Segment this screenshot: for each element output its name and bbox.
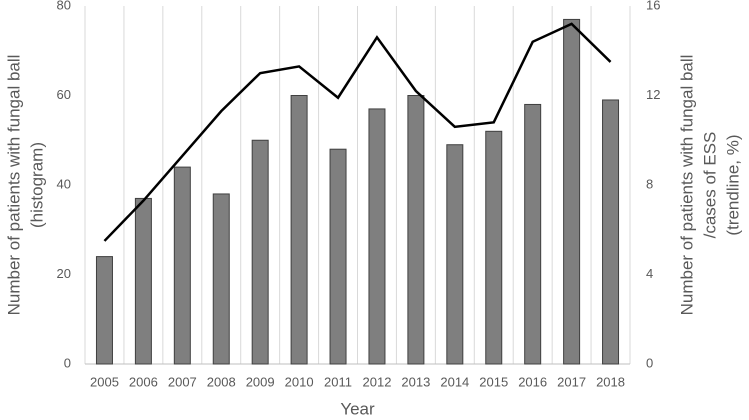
y2-axis-title: (trendline, %) [723, 134, 742, 235]
y-axis-title: Number of patients with fungal ball [4, 55, 23, 316]
bar [524, 103, 542, 365]
y-tick-label: 80 [57, 0, 71, 12]
bar [95, 256, 113, 365]
y-tick-label: 0 [64, 355, 71, 370]
y2-axis-title: /cases of ESS [700, 132, 719, 239]
bar [446, 144, 464, 365]
y-tick-label: 20 [57, 266, 71, 281]
x-tick-label: 2010 [285, 374, 314, 389]
bar [290, 95, 308, 365]
trend-line [103, 22, 612, 242]
y-axis-title: (histogram) [27, 142, 46, 228]
x-tick-label: 2008 [207, 374, 236, 389]
x-tick-label: 2012 [363, 374, 392, 389]
bar [485, 130, 503, 365]
x-tick-label: 2017 [557, 374, 586, 389]
bar [368, 108, 386, 365]
y2-tick-label: 4 [646, 266, 653, 281]
bar [602, 99, 620, 365]
bar [329, 148, 347, 365]
y2-tick-label: 0 [646, 355, 653, 370]
bar [212, 193, 230, 365]
x-tick-label: 2007 [168, 374, 197, 389]
x-axis-title: Year [340, 399, 375, 418]
y2-tick-label: 8 [646, 176, 653, 191]
bar [407, 95, 425, 365]
x-tick-label: 2018 [596, 374, 625, 389]
bar [563, 18, 581, 365]
y2-axis-title: Number of patients with fungal ball [677, 55, 696, 316]
bar [173, 166, 191, 365]
y2-tick-label: 12 [646, 87, 660, 102]
y-tick-label: 40 [57, 176, 71, 191]
bar [134, 197, 152, 365]
x-tick-label: 2006 [129, 374, 158, 389]
bar [251, 139, 269, 365]
x-tick-label: 2013 [401, 374, 430, 389]
x-tick-label: 2005 [90, 374, 119, 389]
x-tick-label: 2011 [324, 374, 352, 389]
x-tick-label: 2016 [518, 374, 547, 389]
x-tick-label: 2009 [246, 374, 275, 389]
y-tick-label: 60 [57, 87, 71, 102]
x-tick-label: 2014 [440, 374, 469, 389]
y2-tick-label: 16 [646, 0, 660, 12]
x-tick-label: 2015 [479, 374, 508, 389]
